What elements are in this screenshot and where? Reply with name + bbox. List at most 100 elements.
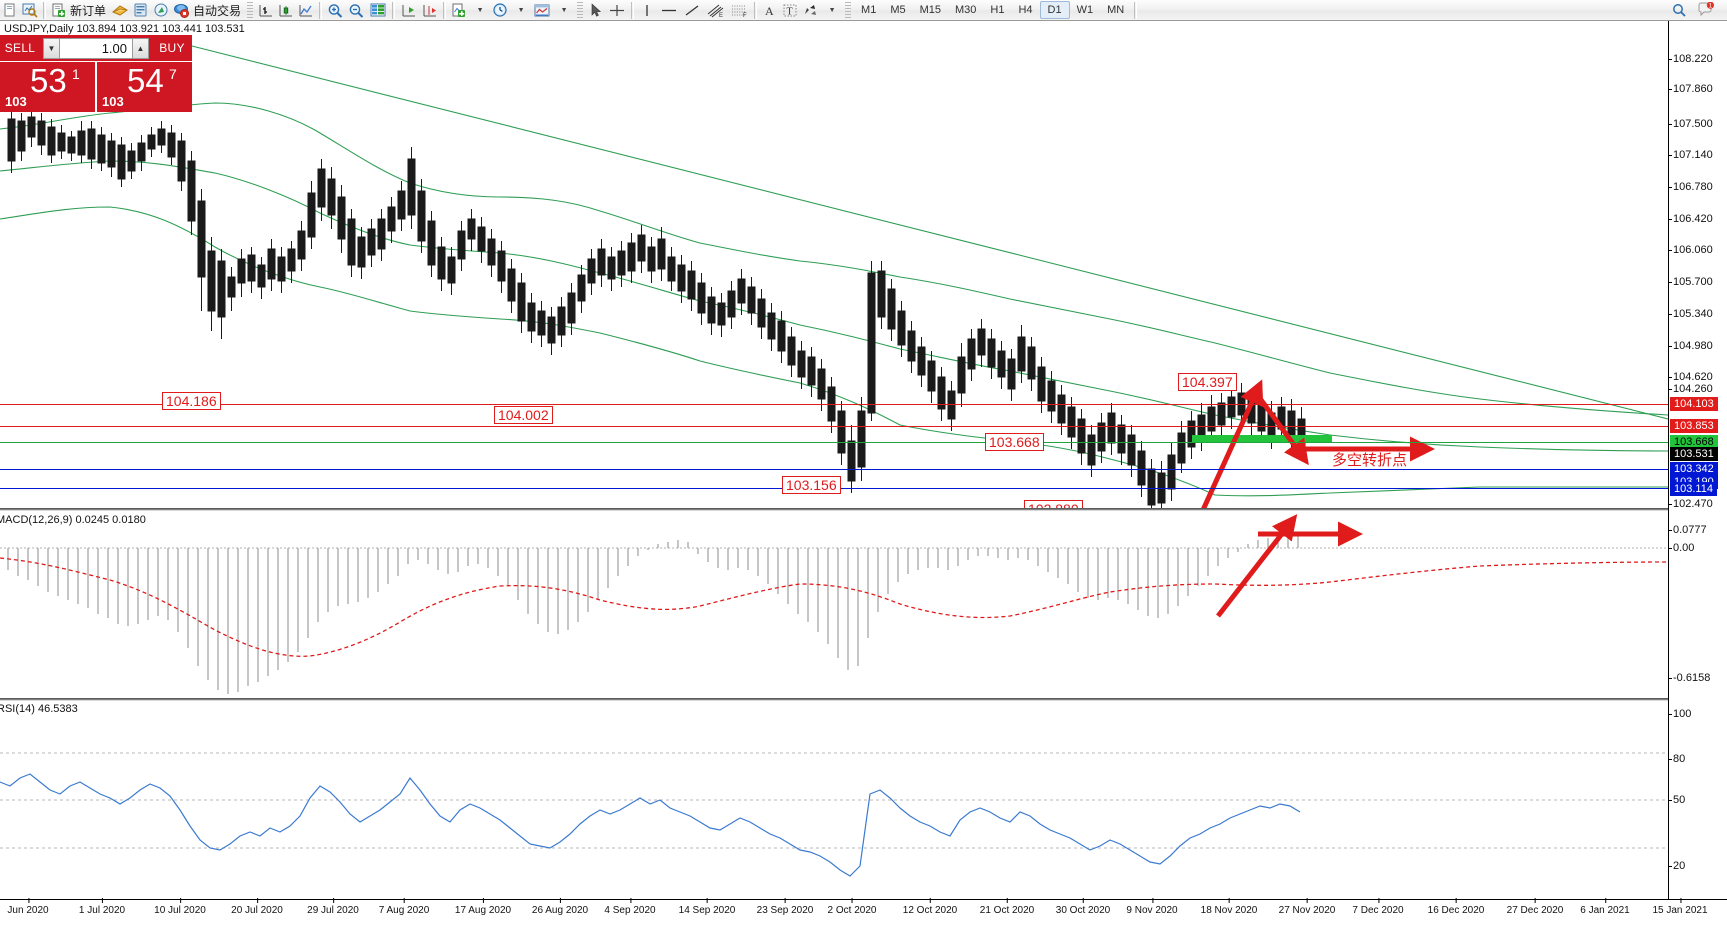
- zoom-in-icon[interactable]: [325, 1, 346, 20]
- date-axis[interactable]: Jun 2020 1 Jul 2020 10 Jul 2020 20 Jul 2…: [0, 898, 1727, 943]
- volume-input[interactable]: 1.00: [60, 37, 132, 59]
- rsi-pane[interactable]: RSI(14) 46.5383 100 80 50 20: [0, 698, 1727, 899]
- chart-window[interactable]: 104.186 104.002 103.668 103.156 102.880 …: [0, 21, 1727, 943]
- indicators-dropdown-caret[interactable]: ▼: [476, 6, 484, 14]
- price-tick: 107.860: [1669, 83, 1713, 95]
- toolbar-grip[interactable]: [247, 1, 254, 19]
- arrows-shapes-icon[interactable]: [800, 1, 821, 20]
- manual-drawings-layer[interactable]: [0, 21, 1668, 508]
- text-label-icon[interactable]: A: [760, 1, 780, 20]
- one-click-trading-panel[interactable]: SELL ▼ 1.00 ▲ BUY 103 53 1 103: [0, 35, 192, 112]
- timeframe-h4[interactable]: H4: [1018, 4, 1033, 16]
- trendline-icon[interactable]: [681, 1, 703, 20]
- navigator-icon[interactable]: [151, 1, 171, 20]
- line-chart-icon[interactable]: [296, 1, 316, 20]
- new-order-label[interactable]: 新订单: [70, 3, 107, 18]
- fibonacci-retracement-icon[interactable]: F: [727, 1, 751, 20]
- support-line-103342[interactable]: [0, 469, 1668, 470]
- notifications-icon[interactable]: 1: [1695, 1, 1717, 20]
- price-pane[interactable]: 104.186 104.002 103.668 103.156 102.880 …: [0, 21, 1727, 508]
- date-tick: 1 Jul 2020: [78, 898, 126, 916]
- date-tick: 18 Nov 2020: [1200, 898, 1258, 916]
- horizontal-line-icon[interactable]: [657, 1, 681, 20]
- rsi-axis[interactable]: 100 80 50 20: [1669, 698, 1727, 899]
- callout-102880[interactable]: 102.880: [1024, 500, 1083, 508]
- bar-chart-icon[interactable]: [256, 1, 276, 20]
- rsi-plot-area[interactable]: [0, 698, 1668, 899]
- chinese-annotation-turning-point[interactable]: 多空转折点: [1332, 451, 1408, 469]
- market-watch-icon[interactable]: [131, 1, 151, 20]
- periodicity-dropdown-caret[interactable]: ▼: [517, 6, 525, 14]
- new-order-icon[interactable]: [49, 1, 69, 20]
- macd-pane[interactable]: MACD(12,26,9) 0.0245 0.0180: [0, 508, 1727, 698]
- svg-text:1: 1: [1709, 4, 1713, 10]
- price-tick: 105.700: [1669, 276, 1713, 288]
- price-tick: 106.780: [1669, 181, 1713, 193]
- timeframe-d1[interactable]: D1: [1039, 1, 1070, 19]
- callout-104186[interactable]: 104.186: [162, 392, 221, 410]
- toolbar-grip[interactable]: [845, 1, 852, 19]
- timeframe-mn[interactable]: MN: [1107, 4, 1125, 16]
- toolbar-separator: [392, 1, 396, 19]
- timeframe-w1[interactable]: W1: [1076, 4, 1094, 16]
- periodicity-clock-icon[interactable]: [490, 1, 510, 20]
- vertical-line-icon[interactable]: [637, 1, 657, 20]
- date-tick: 23 Sep 2020: [756, 898, 814, 916]
- date-tick: 27 Dec 2020: [1506, 898, 1564, 916]
- chart-shift-icon[interactable]: [419, 1, 440, 20]
- volume-increase-button[interactable]: ▲: [132, 37, 149, 59]
- timeframe-m30[interactable]: M30: [955, 4, 977, 16]
- buy-label[interactable]: BUY: [152, 35, 192, 61]
- date-tick: 21 Oct 2020: [979, 898, 1035, 916]
- toolbar-separator: [631, 1, 635, 19]
- templates-icon[interactable]: [531, 1, 553, 20]
- callout-104002[interactable]: 104.002: [494, 406, 553, 424]
- callout-104397[interactable]: 104.397: [1178, 373, 1237, 391]
- price-axis[interactable]: 108.220 107.860 107.500 107.140 106.780 …: [1669, 21, 1727, 508]
- volume-decrease-button[interactable]: ▼: [43, 37, 60, 59]
- new-chart-icon[interactable]: [0, 1, 20, 20]
- timeframe-m1[interactable]: M1: [861, 4, 877, 16]
- callout-103156[interactable]: 103.156: [782, 476, 841, 494]
- price-plot-area[interactable]: 104.186 104.002 103.668 103.156 102.880 …: [0, 21, 1668, 508]
- timeframe-h1[interactable]: H1: [990, 4, 1005, 16]
- callout-103668[interactable]: 103.668: [985, 433, 1044, 451]
- templates-dropdown-caret[interactable]: ▼: [560, 6, 568, 14]
- price-tick: 104.980: [1669, 340, 1713, 352]
- expert-advisors-icon[interactable]: [109, 1, 131, 20]
- search-icon[interactable]: [1669, 1, 1689, 20]
- volume-stepper[interactable]: ▼ 1.00 ▲: [40, 35, 152, 61]
- date-tick: Jun 2020: [7, 898, 49, 916]
- indicators-icon[interactable]: [449, 1, 469, 20]
- chart-zoom-icon[interactable]: [20, 1, 40, 20]
- data-window-icon[interactable]: [367, 1, 389, 20]
- resistance-line-103853[interactable]: [0, 426, 1668, 427]
- macd-plot-area[interactable]: [0, 508, 1668, 698]
- text-box-icon[interactable]: T: [780, 1, 800, 20]
- auto-scroll-icon[interactable]: [398, 1, 419, 20]
- timeframe-m15[interactable]: M15: [919, 4, 941, 16]
- resistance-line-104103[interactable]: [0, 404, 1668, 405]
- sell-price-button[interactable]: 103 53 1: [0, 62, 95, 112]
- macd-axis[interactable]: 0.0777 0.00 -0.6158: [1669, 508, 1727, 698]
- zoom-out-icon[interactable]: [346, 1, 367, 20]
- autotrading-label[interactable]: 自动交易: [193, 3, 242, 18]
- candlestick-chart-icon[interactable]: [276, 1, 296, 20]
- price-tick: 108.220: [1669, 53, 1713, 65]
- buy-price-button[interactable]: 103 54 7: [97, 62, 192, 112]
- support-line-103668[interactable]: [0, 442, 1668, 443]
- candle-series: [7, 107, 1306, 508]
- buy-price-fraction: 7: [169, 66, 177, 82]
- toolbar-grip[interactable]: [577, 1, 584, 19]
- crosshair-icon[interactable]: [606, 1, 628, 20]
- timeframe-m5[interactable]: M5: [890, 4, 906, 16]
- date-tick: 20 Jul 2020: [231, 898, 283, 916]
- autotrading-icon[interactable]: [171, 1, 192, 20]
- arrows-dropdown-caret[interactable]: ▼: [828, 6, 836, 14]
- equidistant-channel-icon[interactable]: E: [703, 1, 727, 20]
- macd-drawings-layer[interactable]: [0, 508, 1668, 698]
- date-tick: 4 Sep 2020: [604, 898, 656, 916]
- sell-label[interactable]: SELL: [0, 35, 40, 61]
- cursor-icon[interactable]: [586, 1, 606, 20]
- date-tick: 7 Aug 2020: [378, 898, 430, 916]
